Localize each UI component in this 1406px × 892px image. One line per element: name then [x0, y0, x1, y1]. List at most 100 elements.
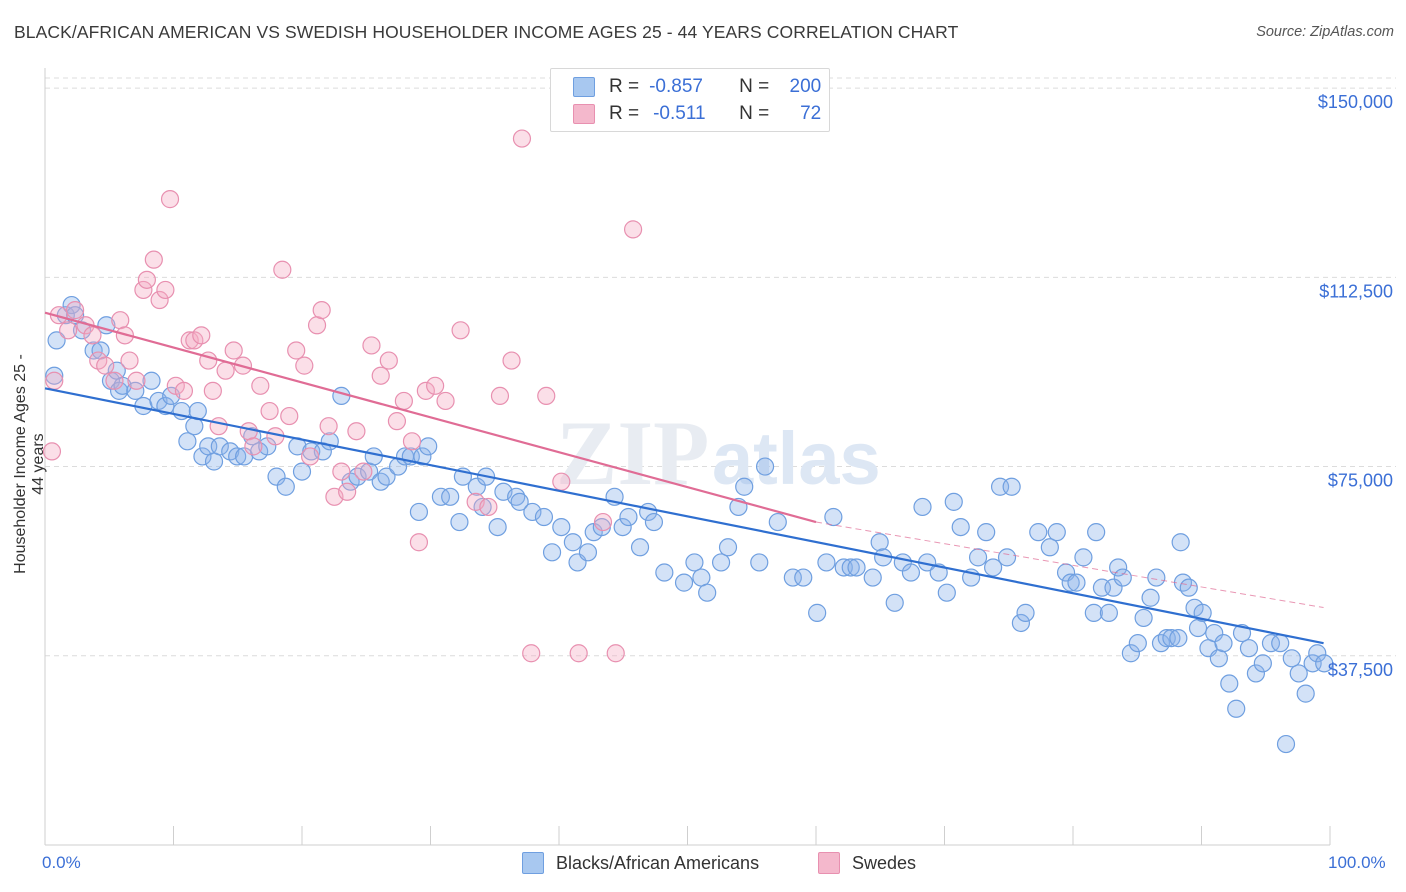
bottom-legend-swatch-swedes: [818, 852, 840, 874]
chart-title: BLACK/AFRICAN AMERICAN VS SWEDISH HOUSEH…: [14, 22, 959, 42]
point-blacks: [1239, 639, 1259, 658]
legend-n-label: N =: [739, 103, 770, 124]
point-blacks: [711, 553, 731, 572]
point-blacks: [1296, 684, 1315, 703]
point-blacks: [1029, 523, 1048, 542]
point-blacks: [1074, 548, 1093, 567]
bottom-legend-swatch-blacks: [522, 852, 544, 874]
point-blacks: [718, 538, 738, 557]
point-blacks: [178, 432, 197, 451]
series-blacks-points: [45, 295, 1334, 754]
point-swedes: [307, 316, 327, 335]
source-label: Source: ZipAtlas.com: [1256, 24, 1394, 40]
point-blacks: [450, 512, 469, 532]
point-blacks: [885, 593, 904, 612]
point-blacks: [1289, 664, 1308, 683]
point-blacks: [45, 366, 64, 385]
point-swedes: [160, 190, 180, 209]
point-blacks: [84, 341, 103, 360]
point-blacks: [613, 517, 632, 537]
point-blacks: [1220, 674, 1239, 693]
point-blacks: [913, 497, 932, 517]
point-blacks: [364, 447, 383, 466]
point-blacks: [1261, 634, 1281, 653]
point-blacks: [431, 487, 451, 506]
point-blacks: [552, 517, 571, 537]
point-blacks: [1169, 629, 1188, 648]
point-blacks: [655, 563, 674, 582]
point-blacks: [441, 487, 460, 506]
point-swedes: [347, 422, 366, 441]
trend-line-swedes-extension: [815, 521, 1324, 609]
point-blacks: [901, 563, 921, 582]
series-swedes-points: [42, 129, 643, 663]
y-tick-label: $150,000: [1318, 92, 1393, 112]
point-swedes: [512, 129, 532, 148]
point-swedes: [338, 482, 357, 501]
legend-n-value-blacks: 200: [789, 76, 822, 97]
point-swedes: [394, 391, 413, 411]
point-blacks: [692, 568, 711, 587]
point-swedes: [251, 376, 270, 395]
watermark: ZIP atlas: [556, 402, 881, 504]
point-blacks: [783, 568, 802, 587]
point-swedes: [111, 311, 130, 330]
point-blacks: [62, 295, 81, 315]
point-blacks: [156, 396, 175, 416]
bottom-legend-swedes: Swedes: [818, 852, 916, 874]
point-blacks: [937, 583, 956, 602]
point-blacks: [109, 381, 129, 400]
point-swedes: [174, 381, 194, 400]
point-blacks: [1214, 634, 1233, 653]
point-swedes: [42, 442, 62, 461]
point-blacks: [419, 437, 438, 456]
point-blacks: [1209, 649, 1228, 668]
point-swedes: [105, 371, 124, 390]
point-blacks: [685, 553, 704, 572]
point-swedes: [224, 341, 243, 360]
point-blacks: [1047, 523, 1066, 542]
point-swedes: [301, 447, 320, 466]
point-blacks: [1179, 578, 1198, 597]
bottom-legend-label-blacks: Blacks/African Americans: [556, 852, 760, 873]
point-swedes: [569, 644, 588, 663]
point-swedes: [593, 512, 613, 532]
point-swedes: [273, 260, 292, 279]
point-swedes: [387, 412, 407, 431]
point-swedes: [216, 361, 235, 380]
point-blacks: [371, 472, 390, 491]
point-swedes: [402, 432, 422, 451]
point-blacks: [698, 583, 717, 602]
point-blacks: [977, 523, 996, 542]
point-blacks: [1141, 588, 1160, 607]
point-swedes: [371, 366, 390, 385]
trend-line-blacks: [44, 387, 1324, 645]
point-blacks: [1151, 634, 1171, 653]
point-swedes: [83, 326, 102, 345]
point-blacks: [210, 437, 229, 456]
correlation-legend: R = -0.857 N = 200 R = -0.511 N = 72: [550, 68, 830, 132]
point-blacks: [47, 331, 66, 350]
point-blacks: [1104, 578, 1123, 597]
legend-r-label: R =: [609, 103, 640, 124]
point-blacks: [409, 502, 429, 522]
y-axis-label: Householder Income Ages 25 - 44 years: [12, 354, 47, 574]
legend-r-label: R =: [609, 76, 640, 97]
legend-n-label: N =: [739, 76, 770, 97]
point-blacks: [1134, 608, 1153, 628]
point-swedes: [150, 290, 169, 310]
watermark-zip: ZIP: [556, 402, 709, 504]
watermark-atlas: atlas: [712, 417, 881, 500]
point-swedes: [552, 472, 571, 491]
point-blacks: [1128, 634, 1147, 653]
point-blacks: [1282, 649, 1301, 668]
point-blacks: [377, 467, 396, 486]
point-blacks: [1227, 699, 1246, 718]
point-blacks: [507, 487, 526, 506]
point-blacks: [808, 603, 827, 622]
point-blacks: [755, 457, 775, 476]
point-swedes: [502, 351, 521, 370]
point-blacks: [348, 467, 367, 486]
point-swedes: [409, 533, 429, 552]
